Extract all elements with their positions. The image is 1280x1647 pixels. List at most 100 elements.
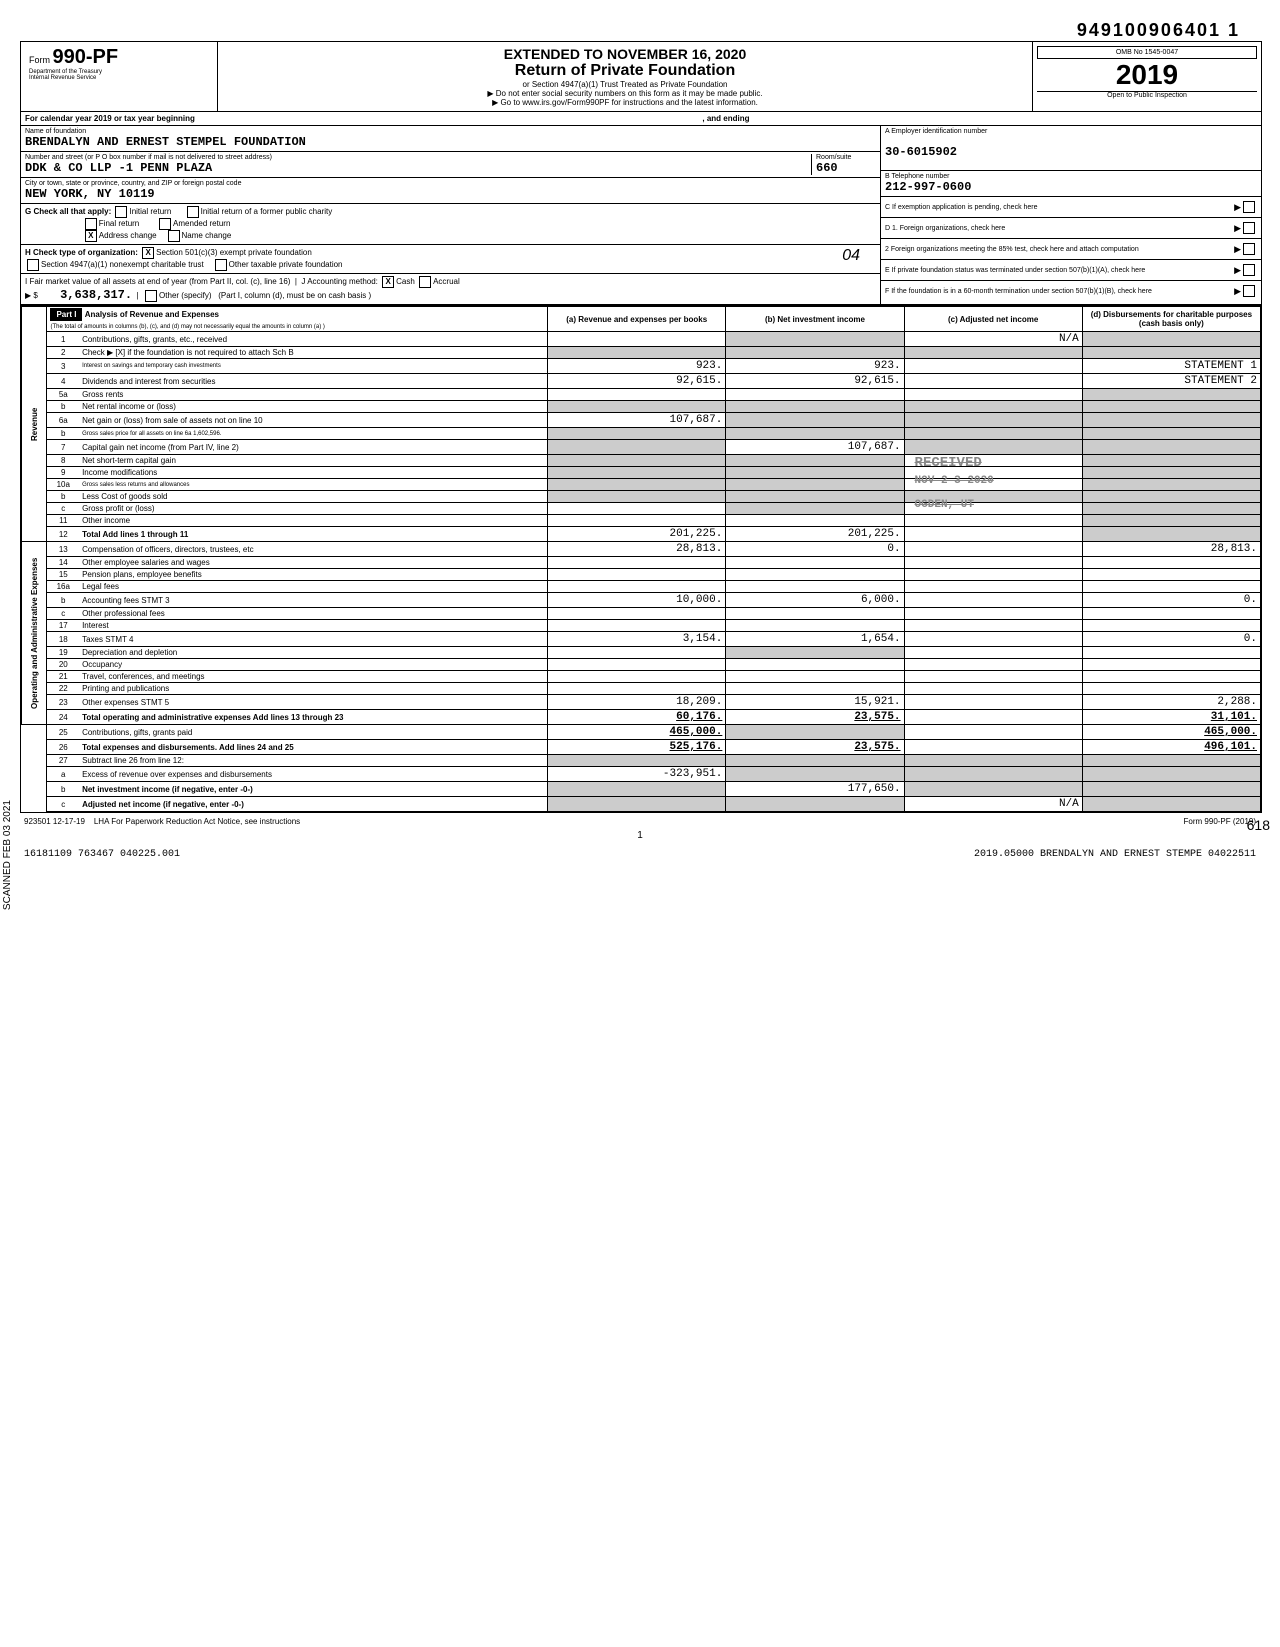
row-label: Printing and publications bbox=[79, 683, 548, 695]
row-label: Other professional fees bbox=[79, 608, 548, 620]
check-name-change[interactable] bbox=[168, 230, 180, 242]
cash-label: Cash bbox=[396, 277, 415, 286]
part1-subtitle: (The total of amounts in columns (b), (c… bbox=[50, 324, 324, 330]
year-box: OMB No 1545-0047 2019 Open to Public Ins… bbox=[1032, 42, 1261, 111]
row-label: Travel, conferences, and meetings bbox=[79, 671, 548, 683]
cell bbox=[904, 767, 1082, 782]
table-row: 27Subtract line 26 from line 12: bbox=[22, 755, 1261, 767]
check-f[interactable] bbox=[1243, 285, 1255, 297]
col-d-header: (d) Disbursements for charitable purpose… bbox=[1082, 307, 1260, 332]
row-num: 23 bbox=[47, 695, 79, 710]
row-num: 27 bbox=[47, 755, 79, 767]
cell: 0. bbox=[726, 542, 904, 557]
subtitle-3: ▶ Go to www.irs.gov/Form990PF for instru… bbox=[222, 98, 1028, 107]
check-501c3[interactable] bbox=[142, 247, 154, 259]
cell: 15,921. bbox=[726, 695, 904, 710]
row-label: Interest bbox=[79, 620, 548, 632]
check-other-method[interactable] bbox=[145, 290, 157, 302]
check-cash[interactable] bbox=[382, 276, 394, 288]
cell: 18,209. bbox=[548, 695, 726, 710]
cell: 525,176. bbox=[548, 740, 726, 755]
check-addr-change[interactable] bbox=[85, 230, 97, 242]
table-row: 19Depreciation and depletion bbox=[22, 647, 1261, 659]
cell bbox=[548, 581, 726, 593]
entity-info: Name of foundation BRENDALYN AND ERNEST … bbox=[21, 126, 1261, 306]
check-d1[interactable] bbox=[1243, 222, 1255, 234]
check-initial-former[interactable] bbox=[187, 206, 199, 218]
cell bbox=[904, 671, 1082, 683]
cell bbox=[1082, 389, 1260, 401]
cell bbox=[548, 503, 726, 515]
cell: 3,154. bbox=[548, 632, 726, 647]
table-row: bAccounting fees STMT 310,000.6,000.0. bbox=[22, 593, 1261, 608]
check-d2[interactable] bbox=[1243, 243, 1255, 255]
phone-value: 212-997-0600 bbox=[885, 180, 1257, 194]
row-label: Subtract line 26 from line 12: bbox=[79, 755, 548, 767]
check-final[interactable] bbox=[85, 218, 97, 230]
cell: 0. bbox=[1082, 593, 1260, 608]
cell bbox=[548, 647, 726, 659]
cell bbox=[904, 683, 1082, 695]
row-label: Compensation of officers, directors, tru… bbox=[79, 542, 548, 557]
table-row: cOther professional fees bbox=[22, 608, 1261, 620]
row-label: Net gain or (loss) from sale of assets n… bbox=[79, 413, 548, 428]
row-num: 6a bbox=[47, 413, 79, 428]
table-row: 18Taxes STMT 43,154.1,654.0. bbox=[22, 632, 1261, 647]
cell bbox=[904, 695, 1082, 710]
cell: STATEMENT 2 bbox=[1082, 374, 1260, 389]
tracking-number: 949100906401 1 bbox=[20, 20, 1260, 41]
cell bbox=[1082, 671, 1260, 683]
cell bbox=[726, 797, 904, 812]
cell: 201,225. bbox=[548, 527, 726, 542]
row-label: Other income bbox=[79, 515, 548, 527]
row-num: 19 bbox=[47, 647, 79, 659]
public-inspection: Open to Public Inspection bbox=[1037, 91, 1257, 99]
table-row: 16aLegal fees bbox=[22, 581, 1261, 593]
row-label: Income modifications bbox=[79, 467, 548, 479]
row-num: 2 bbox=[47, 347, 79, 359]
row-label: Gross profit or (loss) bbox=[79, 503, 548, 515]
g-label: G Check all that apply: bbox=[25, 207, 111, 216]
row-num: 10a bbox=[47, 479, 79, 491]
cell: 201,225. bbox=[726, 527, 904, 542]
subtitle-1: or Section 4947(a)(1) Trust Treated as P… bbox=[222, 80, 1028, 89]
row-num: 25 bbox=[47, 725, 79, 740]
addr-label: Number and street (or P O box number if … bbox=[25, 154, 811, 161]
cell bbox=[726, 620, 904, 632]
table-row: 2Check ▶ [X] if the foundation is not re… bbox=[22, 347, 1261, 359]
row-label: Depreciation and depletion bbox=[79, 647, 548, 659]
row-num: 14 bbox=[47, 557, 79, 569]
cell bbox=[726, 659, 904, 671]
row-label: Other employee salaries and wages bbox=[79, 557, 548, 569]
check-e[interactable] bbox=[1243, 264, 1255, 276]
extended-date: EXTENDED TO NOVEMBER 16, 2020 bbox=[222, 46, 1028, 62]
row-num: 22 bbox=[47, 683, 79, 695]
cell bbox=[726, 401, 904, 413]
check-amended[interactable] bbox=[159, 218, 171, 230]
cell bbox=[904, 740, 1082, 755]
cell bbox=[548, 332, 726, 347]
check-c-pending[interactable] bbox=[1243, 201, 1255, 213]
cell: 1,654. bbox=[726, 632, 904, 647]
foundation-city: NEW YORK, NY 10119 bbox=[25, 187, 876, 201]
amended-label: Amended return bbox=[173, 219, 230, 228]
check-4947[interactable] bbox=[27, 259, 39, 271]
h-label: H Check type of organization: bbox=[25, 248, 138, 257]
cell bbox=[904, 632, 1082, 647]
cal-year-label: For calendar year 2019 or tax year begin… bbox=[25, 114, 195, 123]
cell bbox=[726, 608, 904, 620]
accrual-label: Accrual bbox=[433, 277, 460, 286]
cell bbox=[1082, 527, 1260, 542]
row-num: a bbox=[47, 767, 79, 782]
check-accrual[interactable] bbox=[419, 276, 431, 288]
check-other-org[interactable] bbox=[215, 259, 227, 271]
row-num: 3 bbox=[47, 359, 79, 374]
table-row: 22Printing and publications bbox=[22, 683, 1261, 695]
cell: 177,650. bbox=[726, 782, 904, 797]
other-org-label: Other taxable private foundation bbox=[229, 260, 343, 269]
cell bbox=[904, 515, 1082, 527]
check-initial[interactable] bbox=[115, 206, 127, 218]
cell bbox=[548, 515, 726, 527]
row-label: Taxes STMT 4 bbox=[79, 632, 548, 647]
cell bbox=[726, 647, 904, 659]
